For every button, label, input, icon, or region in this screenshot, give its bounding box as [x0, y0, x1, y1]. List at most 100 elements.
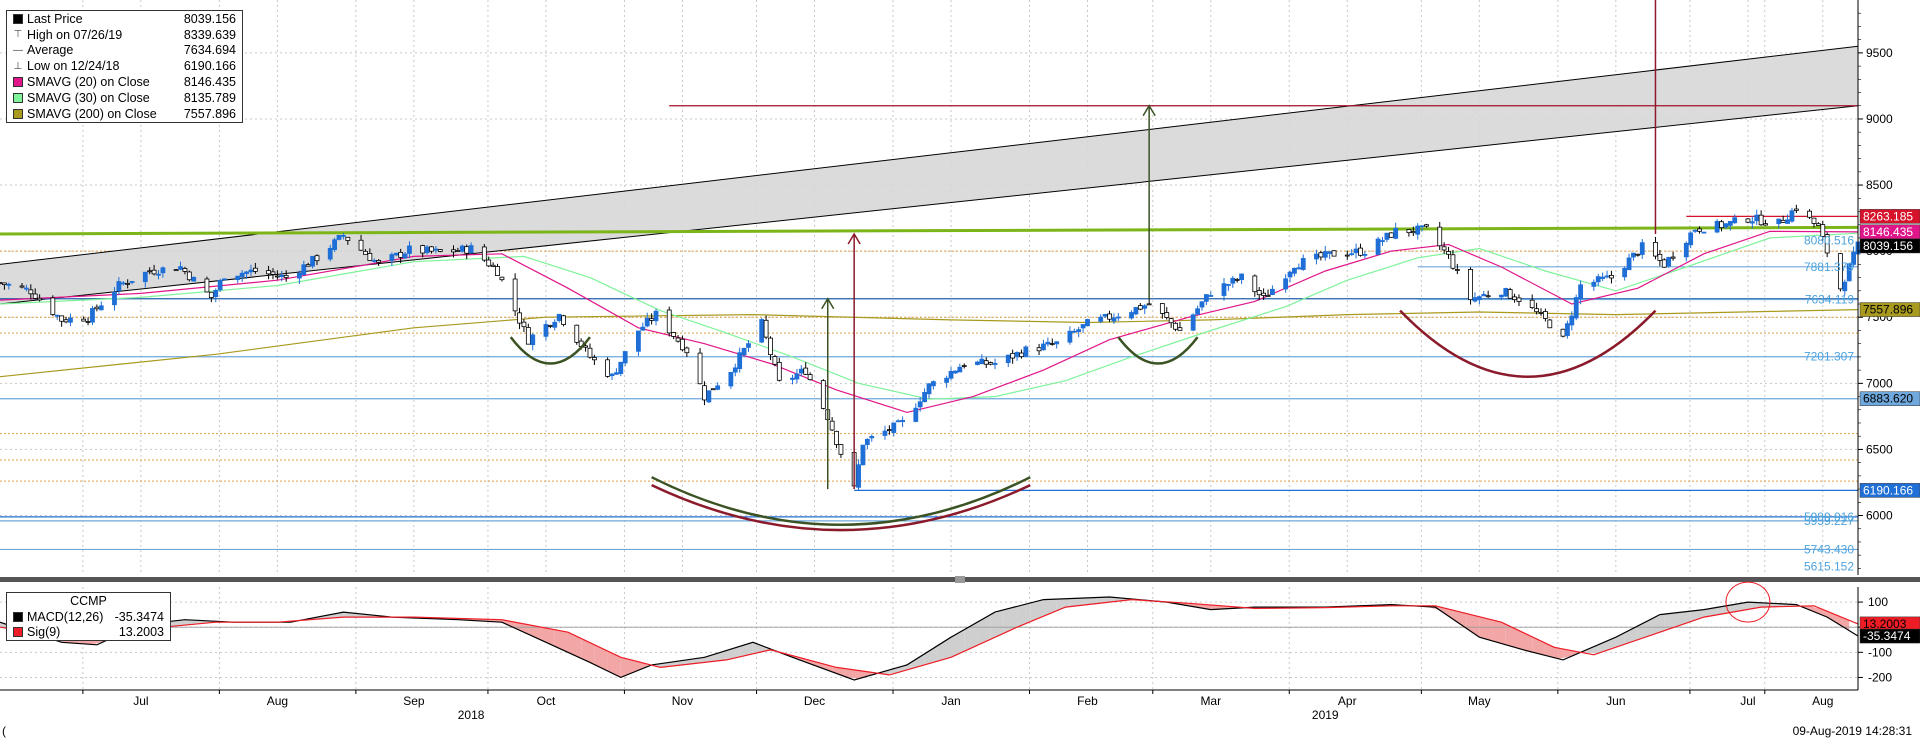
candle-body	[130, 281, 134, 282]
candle-body	[1777, 219, 1781, 224]
candle-body	[1345, 255, 1349, 256]
candle-body	[1592, 282, 1596, 286]
candle-body	[1667, 257, 1671, 266]
candle-body	[1438, 227, 1442, 246]
fib-level-label: 5743.430	[1804, 542, 1854, 556]
candle-body	[1636, 254, 1640, 255]
candle-body	[214, 290, 218, 296]
legend-label: Average	[27, 43, 176, 57]
candle-body	[1209, 295, 1213, 296]
candle-body	[1755, 215, 1759, 221]
candle-body	[346, 237, 350, 240]
candle-body	[958, 367, 962, 372]
candle-body	[68, 318, 72, 322]
candle-body	[870, 436, 874, 437]
candle-body	[984, 361, 988, 365]
candle-body	[1697, 229, 1701, 231]
candle-body	[702, 386, 706, 400]
candle-body	[1323, 252, 1327, 258]
legend-swatch	[13, 93, 23, 103]
candle-body	[1816, 224, 1820, 226]
candle-body	[1843, 282, 1847, 291]
candle-body	[0, 283, 2, 284]
legend-label: Last Price	[27, 12, 176, 26]
candle-body	[1099, 317, 1103, 321]
candle-body	[1794, 209, 1798, 210]
price-y-tick-label: 9000	[1866, 112, 1893, 126]
candle-body	[302, 265, 306, 275]
candle-body	[1266, 295, 1270, 296]
candle-body	[1570, 316, 1574, 325]
candle-body	[126, 283, 130, 284]
candle-body	[654, 311, 658, 321]
candle-body	[1006, 355, 1010, 363]
low-marker-icon: ⊥	[13, 61, 23, 72]
candle-body	[403, 254, 407, 258]
candle-body	[1565, 324, 1569, 336]
candle-body	[1605, 276, 1609, 277]
candle-body	[1363, 254, 1367, 255]
candle-body	[716, 386, 720, 390]
candle-body	[1609, 275, 1613, 278]
candle-body	[636, 331, 640, 351]
legend-label: High on 07/26/19	[27, 28, 176, 42]
candle-body	[672, 332, 676, 336]
candle-body	[667, 310, 671, 333]
candle-body	[861, 445, 865, 465]
macd-panel-title: CCMP	[70, 594, 107, 608]
candle-body	[209, 292, 213, 297]
candle-body	[306, 265, 310, 267]
candle-body	[60, 316, 64, 321]
candle-body	[187, 272, 191, 280]
candle-body	[86, 321, 90, 322]
candle-body	[1715, 221, 1719, 232]
panel-divider[interactable]	[0, 576, 1920, 583]
candle-body	[55, 315, 59, 316]
candle-body	[808, 375, 812, 380]
x-month-label: May	[1468, 694, 1491, 708]
x-month-label: Mar	[1200, 694, 1221, 708]
candle-body	[90, 308, 94, 322]
candle-body	[1407, 230, 1411, 233]
candle-body	[482, 247, 486, 260]
candle-body	[451, 250, 455, 252]
price-axis-tag: 8039.156	[1863, 239, 1913, 253]
candle-body	[368, 253, 372, 260]
candle-body	[531, 335, 535, 345]
panel-divider-handle	[955, 576, 965, 583]
candle-body	[363, 251, 367, 254]
legend-swatch	[13, 109, 23, 119]
fib-level-label: 7881.379	[1804, 260, 1854, 274]
candle-body	[1376, 239, 1380, 255]
price-y-tick-label: 6000	[1866, 509, 1893, 523]
candle-body	[1486, 296, 1490, 297]
legend-value: 7634.694	[184, 43, 236, 57]
candle-body	[1332, 251, 1336, 256]
candle-body	[117, 282, 121, 291]
candle-body	[407, 246, 411, 254]
candle-body	[1108, 314, 1112, 319]
candle-body	[240, 273, 244, 276]
candle-body	[1314, 254, 1318, 259]
x-month-label: Nov	[672, 694, 693, 708]
candle-body	[99, 306, 103, 310]
candle-body	[680, 339, 684, 349]
candle-body	[1812, 218, 1816, 223]
candle-body	[1746, 219, 1750, 222]
candle-body	[271, 272, 275, 274]
candle-body	[623, 352, 627, 363]
candle-body	[1200, 302, 1204, 307]
price-y-tick-label: 6500	[1866, 442, 1893, 456]
x-month-label: Aug	[267, 694, 288, 708]
candle-body	[438, 250, 442, 252]
legend-swatch	[13, 612, 23, 622]
candle-body	[738, 353, 742, 369]
candle-body	[1134, 307, 1138, 313]
candle-body	[1068, 331, 1072, 342]
candle-body	[1288, 272, 1292, 277]
candle-body	[1358, 248, 1362, 255]
legend-value: -35.3474	[115, 610, 164, 624]
